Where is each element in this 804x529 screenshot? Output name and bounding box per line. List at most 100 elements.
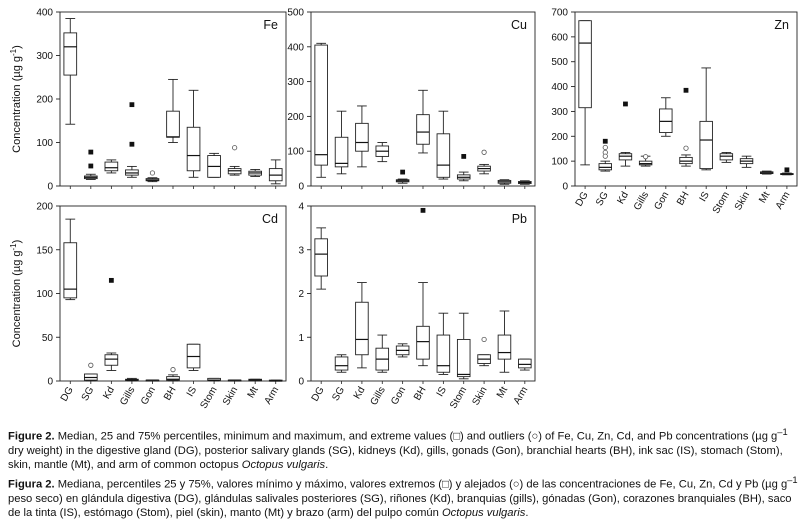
box-mt (760, 170, 774, 175)
iqr-box (638, 160, 653, 166)
box-mt (497, 179, 512, 185)
outlier-marker (88, 362, 94, 368)
category-label: DG (59, 385, 76, 404)
iqr-box (618, 153, 633, 161)
extreme-marker (88, 149, 94, 155)
category-label: Kd (101, 385, 117, 401)
category-label: Kd (352, 385, 368, 401)
iqr-box (659, 108, 673, 134)
box-mt (497, 310, 512, 373)
y-tick-label: 500 (287, 8, 304, 19)
category-label: IS (435, 385, 449, 399)
category-label: BH (412, 385, 428, 403)
box-mt (248, 169, 263, 177)
category-label: IS (185, 385, 199, 399)
box-sg (83, 373, 98, 382)
box-skin (227, 165, 242, 176)
box-gon (395, 178, 410, 184)
y-axis-label-tail: ) (11, 240, 23, 244)
y-tick-label: 300 (551, 107, 568, 118)
iqr-box (355, 122, 369, 152)
outlier-marker (170, 367, 176, 373)
category-label: Gills (632, 190, 651, 212)
caption-en-text-1: Median, 25 and 75% percentiles, minimum … (54, 430, 778, 443)
y-tick-label: 100 (36, 138, 53, 149)
y-tick-label: 0 (562, 182, 568, 193)
category-label: Skin (733, 190, 752, 212)
box-kd (618, 151, 633, 167)
panel-label: Pb (512, 212, 527, 226)
box-is (436, 110, 451, 180)
caption-es-text-1: Mediana, percentiles 25 y 75%, valores m… (54, 478, 788, 491)
iqr-box (719, 153, 734, 161)
box-gon (659, 97, 673, 137)
y-tick-label: 400 (36, 8, 53, 19)
iqr-box (63, 242, 78, 299)
panel-fe: 0 100 200 300 400 Fe Concentration (µg g-1) (9, 8, 287, 193)
box-dg (314, 227, 328, 290)
category-label: DG (574, 190, 591, 209)
box-gills (125, 165, 139, 178)
iqr-box (416, 114, 430, 145)
box-kd (104, 352, 119, 371)
caption-spanish: Figura 2. Mediana, percentiles 25 y 75%,… (8, 473, 798, 520)
y-tick-label: 300 (287, 77, 304, 88)
caption-es-label: Figura 2. (8, 478, 55, 491)
box-gills (125, 377, 139, 382)
iqr-box (166, 110, 180, 138)
category-label: BH (162, 385, 178, 403)
category-label: SG (594, 190, 611, 208)
caption-en-end: . (325, 459, 329, 472)
category-label: IS (698, 190, 712, 204)
box-gills (375, 142, 390, 163)
extreme-marker (88, 163, 94, 169)
caption-es-end: . (525, 507, 529, 520)
iqr-box (699, 120, 713, 170)
y-tick-label: 400 (551, 82, 568, 93)
y-tick-label: 200 (551, 132, 568, 143)
outlier-marker (481, 336, 487, 343)
panel-label: Cu (511, 18, 527, 32)
iqr-box (436, 133, 451, 178)
box-sg (334, 354, 349, 373)
category-label: SG (80, 385, 97, 403)
caption-en-text-2: dry weight) in the digestive gland (DG),… (8, 444, 783, 472)
box-is (186, 343, 201, 371)
panel-label: Fe (263, 18, 278, 32)
panel-zn: 0 100 200 300 400 500 600 700 Zn DG SG Kd Gills Gon BH… (551, 8, 798, 216)
category-label: Mt (246, 385, 261, 400)
y-tick-label: 700 (551, 8, 568, 19)
box-bh (416, 282, 430, 367)
box-skin (477, 163, 491, 175)
category-label: Mt (757, 190, 772, 205)
category-label: Kd (615, 190, 631, 206)
box-is (699, 67, 713, 171)
y-tick-label: 600 (551, 32, 568, 43)
outlier-marker (643, 154, 649, 160)
panel-pb: 0 1 2 3 4 Pb DG SG Kd Gills Gon BH IS Stom Skin Mt Arm (298, 202, 536, 411)
iqr-box (518, 358, 532, 369)
box-gon (145, 177, 160, 183)
extreme-marker (129, 102, 135, 108)
category-label: Mt (495, 385, 510, 400)
extreme-marker (683, 87, 689, 93)
box-skin (739, 155, 754, 168)
outlier-marker (602, 144, 608, 151)
outlier-marker (149, 170, 156, 176)
box-stom (207, 377, 221, 382)
box-gon (145, 379, 160, 382)
iqr-box (497, 334, 512, 360)
category-label: Gon (389, 385, 408, 407)
box-gon (395, 343, 410, 358)
outlier-marker (232, 145, 238, 151)
caption-en-label: Figure 2. (8, 430, 55, 443)
outlier-marker (481, 149, 487, 155)
box-arm (518, 180, 532, 185)
iqr-box (679, 156, 693, 165)
box-skin (477, 354, 491, 367)
y-tick-label: 300 (36, 51, 53, 62)
box-kd (104, 159, 119, 174)
caption-es-sup: –1 (787, 475, 798, 485)
box-skin (227, 379, 242, 382)
